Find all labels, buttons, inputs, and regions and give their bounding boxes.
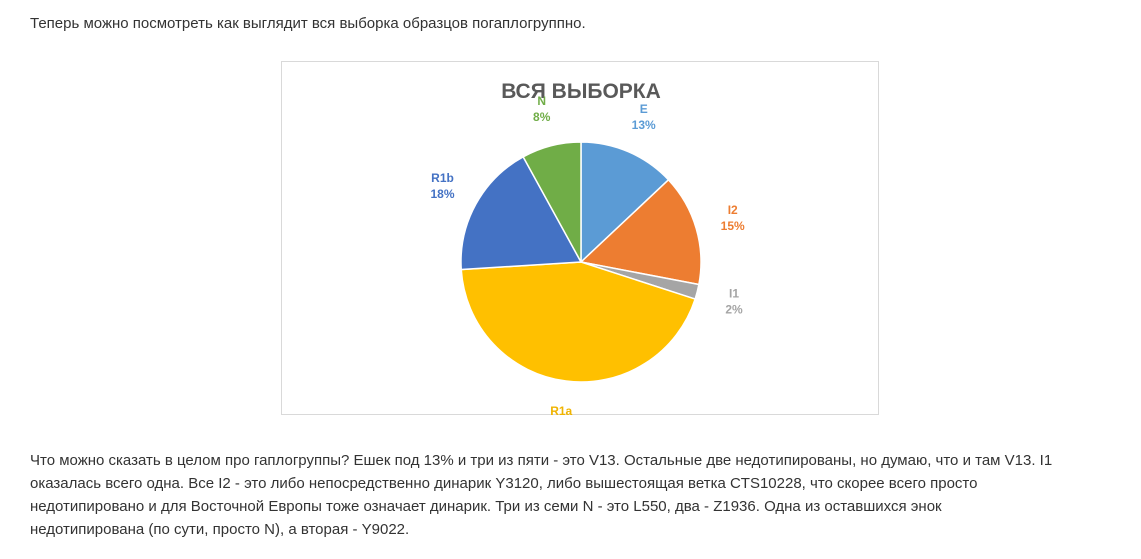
pie-slice-r1a: [460, 261, 697, 383]
outro-line: недотипирована (по сути, просто N), а вт…: [30, 521, 410, 538]
slice-label-n: N: [537, 94, 546, 108]
slice-label-i1: I1: [729, 286, 739, 300]
intro-text: Теперь можно посмотреть как выглядит вся…: [30, 15, 586, 32]
slice-label-e: E: [640, 102, 648, 116]
pie-slice-i2: [579, 178, 702, 286]
slice-label-r1b: R1b: [431, 171, 454, 185]
outro-line: недотипировано и для Восточной Европы то…: [30, 498, 942, 515]
outro-line: оказалась всего одна. Все I2 - это либо …: [30, 475, 978, 492]
slice-percent-r1b: 18%: [430, 187, 454, 201]
slice-label-i2: I2: [728, 203, 738, 217]
pie-slice-n: [522, 141, 582, 263]
slice-percent-i1: 2%: [725, 302, 743, 316]
slice-label-r1a: R1a: [550, 404, 572, 416]
outro-line: Что можно сказать в целом про гаплогрупп…: [30, 452, 1053, 469]
pie-slice-e: [580, 141, 670, 264]
slice-percent-i2: 15%: [721, 219, 745, 233]
slice-percent-n: 8%: [533, 110, 551, 124]
outro-text: Что можно сказать в целом про гаплогрупп…: [30, 449, 1120, 541]
chart-title: ВСЯ ВЫБОРКА: [501, 80, 661, 103]
pie-slice-r1b: [460, 155, 583, 271]
slice-percent-e: 13%: [632, 118, 656, 132]
